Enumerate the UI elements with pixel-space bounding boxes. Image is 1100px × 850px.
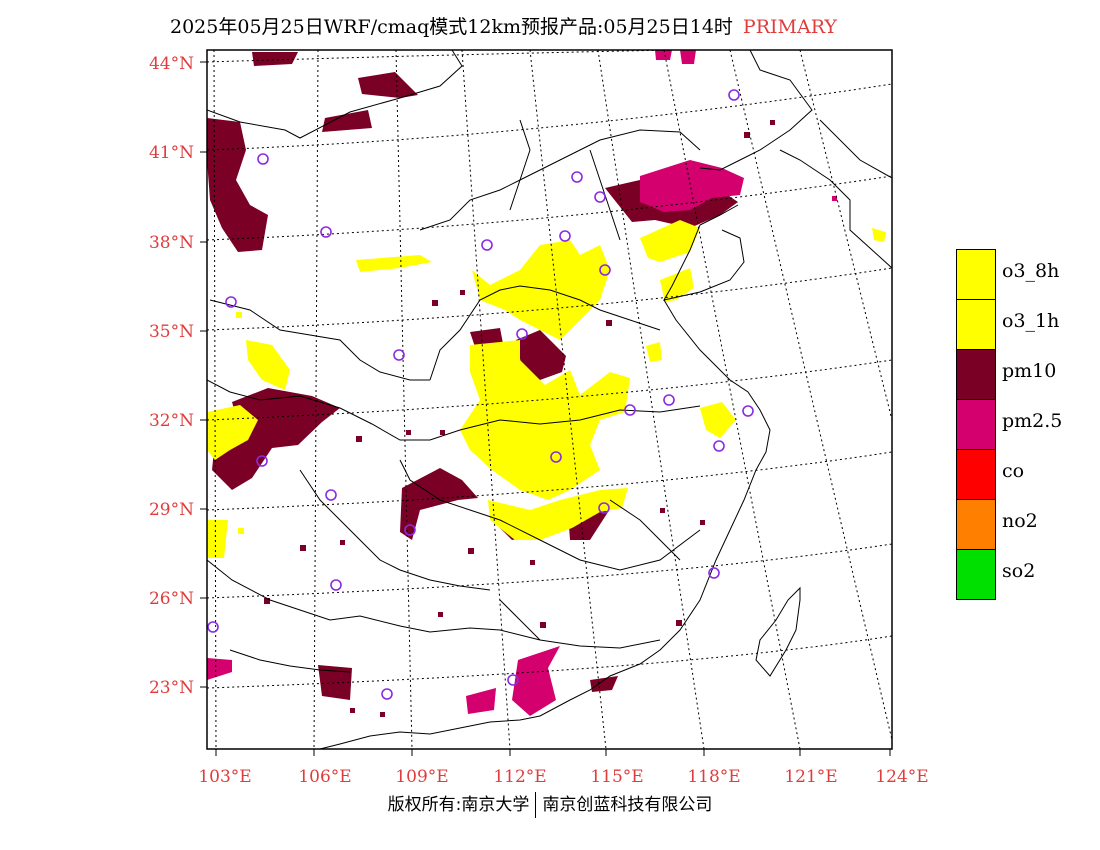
lon-label: 121°E <box>784 767 837 787</box>
map-title: 2025年05月25日WRF/cmaq模式12km预报产品:05月25日14时 P… <box>170 12 837 39</box>
lon-label: 124°E <box>875 767 928 787</box>
lat-label: 35°N <box>149 322 194 342</box>
legend-label: o3_1h <box>1002 310 1060 332</box>
legend-swatch <box>956 549 996 600</box>
legend-item: so2 <box>956 549 1100 600</box>
lat-label: 38°N <box>149 233 194 253</box>
city-marker <box>516 328 528 340</box>
map-frame <box>206 49 893 750</box>
city-marker <box>325 489 337 501</box>
legend-item: o3_1h <box>956 299 1100 350</box>
city-marker <box>594 191 606 203</box>
legend-label: co <box>1002 460 1025 482</box>
city-marker <box>320 226 332 238</box>
legend-label: pm10 <box>1002 360 1057 382</box>
boundaries <box>207 50 892 749</box>
scattered-pixels <box>236 120 837 717</box>
lon-labels: 103°E 106°E 109°E 112°E 115°E 118°E 121°… <box>198 767 928 787</box>
city-marker <box>393 349 405 361</box>
city-marker <box>404 524 416 536</box>
lat-label: 26°N <box>149 589 194 609</box>
lon-label: 112°E <box>493 767 546 787</box>
lat-label: 41°N <box>149 143 194 163</box>
city-marker <box>330 579 342 591</box>
city-marker <box>728 89 740 101</box>
city-marker <box>550 451 562 463</box>
legend: o3_8h o3_1h pm10 pm2.5 co no2 so2 <box>956 249 1100 600</box>
legend-swatch <box>956 399 996 450</box>
legend-item: pm10 <box>956 349 1100 400</box>
legend-swatch <box>956 299 996 350</box>
legend-swatch <box>956 249 996 300</box>
title-tag: PRIMARY <box>742 16 837 38</box>
lat-label: 23°N <box>149 678 194 698</box>
city-marker <box>713 440 725 452</box>
footer-right: 南京创蓝科技有限公司 <box>542 795 713 815</box>
city-marker <box>571 171 583 183</box>
city-marker <box>663 394 675 406</box>
city-marker <box>708 567 720 579</box>
city-marker <box>624 404 636 416</box>
city-marker <box>257 153 269 165</box>
city-marker <box>598 502 610 514</box>
footer-left: 版权所有:南京大学 <box>387 795 530 815</box>
legend-item: no2 <box>956 499 1100 550</box>
legend-item: co <box>956 449 1100 500</box>
o3-regions <box>207 220 886 558</box>
lon-label: 115°E <box>590 767 643 787</box>
legend-swatch <box>956 449 996 500</box>
legend-label: so2 <box>1002 560 1036 582</box>
legend-swatch <box>956 349 996 400</box>
city-marker <box>742 405 754 417</box>
legend-label: o3_8h <box>1002 260 1060 282</box>
graticule <box>207 50 892 749</box>
city-marker <box>225 296 237 308</box>
city-markers <box>207 89 754 700</box>
city-marker <box>256 455 268 467</box>
lat-label: 29°N <box>149 500 194 520</box>
legend-label: no2 <box>1002 510 1038 532</box>
lat-label: 44°N <box>149 54 194 74</box>
city-marker <box>481 239 493 251</box>
city-marker <box>507 674 519 686</box>
city-marker <box>559 230 571 242</box>
lon-label: 103°E <box>198 767 251 787</box>
pm25-regions <box>207 50 744 716</box>
lon-label: 109°E <box>395 767 448 787</box>
city-marker <box>599 264 611 276</box>
legend-label: pm2.5 <box>1002 410 1063 432</box>
legend-swatch <box>956 499 996 550</box>
city-marker <box>381 688 393 700</box>
title-main: 2025年05月25日WRF/cmaq模式12km预报产品:05月25日14时 <box>170 16 733 38</box>
lon-label: 118°E <box>687 767 740 787</box>
legend-item: pm2.5 <box>956 399 1100 450</box>
footer-separator <box>535 792 537 818</box>
tick-marks <box>200 61 891 756</box>
legend-item: o3_8h <box>956 249 1100 300</box>
lon-label: 106°E <box>298 767 351 787</box>
lat-labels: 44°N 41°N 38°N 35°N 32°N 29°N 26°N 23°N <box>149 54 194 698</box>
city-marker <box>207 621 219 633</box>
lat-label: 32°N <box>149 411 194 431</box>
copyright-footer: 版权所有:南京大学 南京创蓝科技有限公司 <box>0 790 1100 818</box>
